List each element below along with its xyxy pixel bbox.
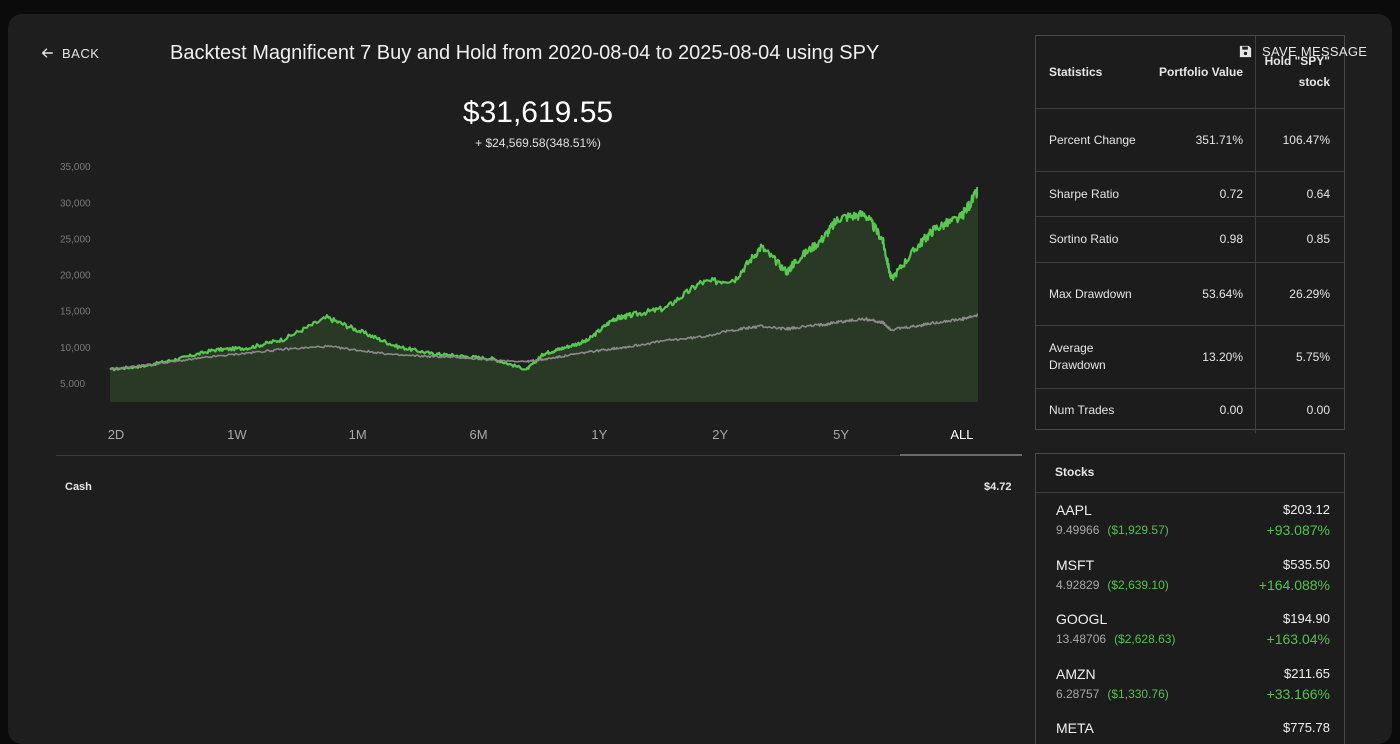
hold-spy-header: Hold "SPY" stock bbox=[1255, 36, 1344, 109]
range-tab-1w[interactable]: 1W bbox=[227, 427, 247, 442]
range-tab-6m[interactable]: 6M bbox=[469, 427, 488, 442]
stock-price: $203.12 bbox=[1283, 502, 1330, 517]
stock-holding: 13.48706 ($2,628.63) bbox=[1056, 632, 1175, 646]
y-tick-label: 30,000 bbox=[60, 198, 91, 209]
statistics-header-row: Statistics Portfolio Value Hold "SPY" st… bbox=[1036, 36, 1344, 109]
save-message-label: SAVE MESSAGE bbox=[1262, 44, 1368, 59]
stat-hold-value: 26.29% bbox=[1255, 262, 1344, 326]
stat-portfolio-value: 0.98 bbox=[1138, 216, 1256, 263]
stock-holding: 6.28757 ($1,330.76) bbox=[1056, 687, 1169, 701]
stock-shares: 13.48706 bbox=[1056, 632, 1107, 646]
stock-symbol: META bbox=[1056, 720, 1094, 736]
table-row: Sharpe Ratio 0.72 0.64 bbox=[1036, 171, 1344, 217]
stock-row-msft[interactable]: MSFT 4.92829 ($2,639.10) $535.50 +164.088… bbox=[1036, 548, 1344, 603]
table-row: Sortino Ratio 0.98 0.85 bbox=[1036, 216, 1344, 263]
stock-symbol: MSFT bbox=[1056, 556, 1095, 573]
stat-portfolio-value: 0.00 bbox=[1138, 388, 1256, 433]
y-tick-label: 25,000 bbox=[60, 234, 91, 245]
stock-change: +33.166% bbox=[1266, 685, 1330, 702]
statistics-header: Statistics bbox=[1036, 36, 1138, 109]
range-tab-1m[interactable]: 1M bbox=[348, 427, 367, 442]
cash-value: $4.72 bbox=[984, 481, 1012, 493]
stock-row-aapl[interactable]: AAPL 9.49966 ($1,929.57) $203.12 +93.087% bbox=[1036, 493, 1344, 548]
table-row: Max Drawdown 53.64% 26.29% bbox=[1036, 262, 1344, 326]
stock-position-value: ($1,929.57) bbox=[1107, 523, 1169, 537]
stocks-title: Stocks bbox=[1036, 454, 1344, 493]
portfolio-chart: 35,000 30,000 25,000 20,000 15,000 10,000 5,00… bbox=[60, 162, 978, 402]
portfolio-area-fill bbox=[110, 187, 978, 402]
stat-hold-value: 0.64 bbox=[1255, 171, 1344, 217]
stock-symbol: AAPL bbox=[1056, 502, 1092, 518]
range-tab-2y[interactable]: 2Y bbox=[712, 427, 729, 442]
back-button[interactable]: BACK bbox=[40, 44, 99, 62]
stock-symbol: GOOGL bbox=[1056, 611, 1108, 627]
stock-price: $535.50 bbox=[1283, 556, 1330, 572]
stat-portfolio-value: 53.64% bbox=[1138, 262, 1256, 326]
back-label: BACK bbox=[62, 45, 100, 61]
stock-shares: 4.92829 bbox=[1056, 577, 1100, 592]
stock-row-googl[interactable]: GOOGL 13.48706 ($2,628.63) $194.90 +163.0… bbox=[1036, 602, 1344, 657]
range-tab-5y[interactable]: 5Y bbox=[833, 427, 850, 442]
stock-position-value: ($2,639.10) bbox=[1107, 577, 1169, 592]
table-row: Average Drawdown 13.20% 5.75% bbox=[1036, 325, 1344, 389]
stock-price: $194.90 bbox=[1283, 611, 1330, 626]
cash-label: Cash bbox=[65, 481, 92, 493]
stat-label: Num Trades bbox=[1049, 403, 1115, 418]
stat-label: Sortino Ratio bbox=[1036, 216, 1138, 263]
stock-change: +164.088% bbox=[1258, 576, 1330, 593]
benchmark-series-line bbox=[109, 313, 978, 371]
stat-label: Max Drawdown bbox=[1036, 262, 1138, 326]
stat-label: Sharpe Ratio bbox=[1036, 171, 1138, 217]
stock-row-amzn[interactable]: AMZN 6.28757 ($1,330.76) $211.65 +33.166% bbox=[1036, 657, 1344, 712]
portfolio-series-line bbox=[109, 186, 978, 372]
range-tab-all[interactable]: ALL bbox=[950, 427, 974, 442]
stock-holding: 4.92829 ($2,639.10) bbox=[1056, 578, 1169, 592]
y-tick-label: 5,000 bbox=[60, 379, 85, 390]
range-active-indicator bbox=[900, 454, 1022, 456]
range-selector: 2D 1W 1M 6M 1Y 2Y 5Y ALL bbox=[56, 424, 1022, 456]
app-window: BACK Backtest Magnificent 7 Buy and Hold… bbox=[8, 14, 1392, 744]
portfolio-value-header: Portfolio Value bbox=[1138, 36, 1256, 109]
y-tick-label: 10,000 bbox=[60, 343, 91, 354]
table-row: Num Trades 0.00 0.00 bbox=[1036, 388, 1344, 433]
stock-shares: 6.28757 bbox=[1056, 686, 1100, 701]
statistics-table: Statistics Portfolio Value Hold "SPY" st… bbox=[1035, 35, 1345, 433]
stat-hold-value: 106.47% bbox=[1255, 108, 1344, 172]
stat-hold-value: 0.85 bbox=[1255, 216, 1344, 263]
stock-price: $211.65 bbox=[1283, 665, 1330, 681]
stat-hold-value: 0.00 bbox=[1306, 403, 1330, 418]
stat-portfolio-value: 0.72 bbox=[1138, 171, 1256, 217]
stock-symbol: AMZN bbox=[1056, 665, 1096, 682]
stock-change: +93.087% bbox=[1266, 522, 1330, 538]
stat-portfolio-value: 13.20% bbox=[1138, 325, 1256, 389]
range-divider bbox=[56, 455, 1022, 456]
table-row: Percent Change 351.71% 106.47% bbox=[1036, 108, 1344, 172]
stock-position-value: ($1,330.76) bbox=[1107, 686, 1169, 701]
stock-holding: 9.49966 ($1,929.57) bbox=[1056, 523, 1169, 537]
page-title: Backtest Magnificent 7 Buy and Hold from… bbox=[170, 42, 880, 64]
portfolio-change: + $24,569.58(348.51%) bbox=[475, 136, 601, 150]
stat-hold-value: 5.75% bbox=[1255, 325, 1344, 389]
stocks-panel: Stocks AAPL 9.49966 ($1,929.57) $203.12 +… bbox=[1035, 453, 1345, 744]
save-icon bbox=[1239, 45, 1252, 58]
range-tab-1y[interactable]: 1Y bbox=[591, 427, 608, 442]
portfolio-value: $31,619.55 bbox=[462, 96, 614, 129]
stock-shares: 9.49966 bbox=[1056, 523, 1100, 537]
stat-label: Average Drawdown bbox=[1036, 325, 1138, 389]
stat-portfolio-value: 351.71% bbox=[1138, 108, 1256, 172]
save-message-button[interactable]: SAVE MESSAGE bbox=[1238, 44, 1367, 59]
stock-change: +163.04% bbox=[1266, 631, 1330, 647]
y-tick-label: 15,000 bbox=[60, 307, 91, 318]
stat-label: Percent Change bbox=[1036, 108, 1138, 172]
stock-position-value: ($2,628.63) bbox=[1114, 632, 1176, 646]
y-tick-label: 20,000 bbox=[60, 271, 91, 282]
arrow-left-icon bbox=[41, 48, 53, 58]
range-tab-2d[interactable]: 2D bbox=[107, 427, 125, 442]
y-tick-label: 35,000 bbox=[60, 162, 91, 173]
